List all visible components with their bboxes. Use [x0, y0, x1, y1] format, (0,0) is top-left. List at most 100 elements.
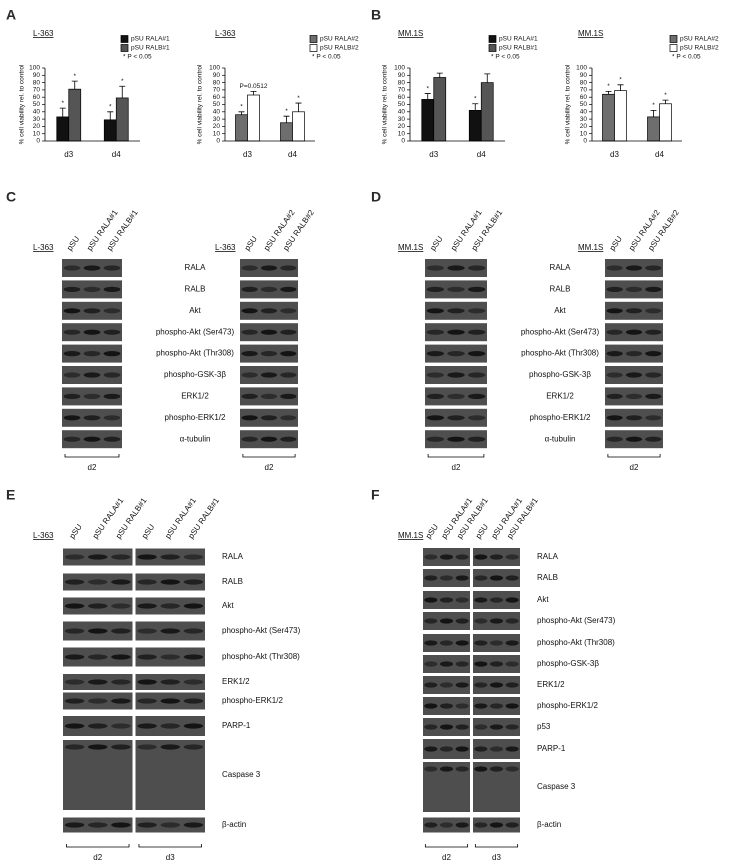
blot-band — [455, 575, 469, 581]
y-tick-label: 60 — [33, 94, 41, 101]
blot-band — [455, 822, 469, 828]
x-tick-label: d4 — [288, 150, 297, 159]
blot-band — [467, 372, 486, 378]
timepoint-label: d2 — [452, 463, 461, 472]
blot-strip — [63, 740, 133, 810]
blot-band — [137, 744, 157, 750]
blot-band — [505, 682, 519, 688]
y-tick-label: 10 — [213, 130, 221, 137]
blot-band — [439, 766, 454, 772]
blot-band — [83, 393, 101, 399]
blot-band — [103, 265, 121, 271]
blot-band — [447, 351, 465, 357]
bar — [247, 94, 260, 142]
blot-band — [137, 628, 157, 634]
blot-band — [241, 372, 258, 378]
blot-band — [426, 351, 445, 357]
y-tick-label: 90 — [398, 72, 406, 79]
blot-band — [424, 554, 438, 560]
bar — [647, 116, 660, 142]
blot-band — [111, 698, 131, 704]
blot-band — [455, 640, 469, 646]
legend-swatch — [488, 35, 497, 43]
blot-band — [455, 724, 469, 730]
blot-band — [505, 724, 519, 730]
y-tick-label: 50 — [398, 101, 406, 108]
blot-band — [88, 628, 108, 634]
blot-band — [63, 393, 81, 399]
blot-band — [137, 822, 157, 828]
blot-band — [160, 654, 180, 660]
blot-band — [260, 415, 278, 421]
blot-band — [505, 554, 519, 560]
blot-band — [474, 618, 488, 624]
protein-label: RALA — [550, 263, 572, 272]
protein-label: phospho-Akt (Thr308) — [156, 349, 234, 358]
blot-band — [439, 746, 454, 752]
blot-band — [260, 372, 278, 378]
error-bar — [662, 99, 669, 104]
y-tick-label: 20 — [580, 123, 588, 130]
blot-band — [625, 286, 643, 292]
blot-band — [183, 654, 204, 660]
y-tick-label: 40 — [33, 109, 41, 116]
protein-label: phospho-Akt (Ser473) — [156, 327, 235, 336]
blot-band — [455, 746, 469, 752]
legend-label: pSU RALB#2 — [680, 45, 719, 52]
blot-band — [439, 682, 454, 688]
error-bar — [424, 93, 431, 100]
blot-band — [606, 265, 623, 271]
blot-band — [64, 744, 85, 750]
blot-band — [111, 723, 131, 729]
legend-swatch — [309, 44, 318, 52]
protein-label: phospho-Akt (Thr308) — [222, 652, 300, 661]
blot-band — [83, 265, 101, 271]
blot-band — [88, 723, 108, 729]
protein-label: β-actin — [537, 820, 561, 829]
timepoint-bracket — [474, 844, 519, 848]
panel-letter: D — [371, 189, 381, 205]
blot-band — [88, 603, 108, 609]
legend-label: pSU RALB#1 — [131, 45, 170, 52]
blot-band — [625, 372, 643, 378]
blot-band — [606, 372, 623, 378]
y-tick-label: 10 — [580, 130, 588, 137]
x-tick-label: d3 — [429, 150, 438, 159]
protein-label: RALB — [550, 285, 571, 294]
blot-band — [489, 822, 504, 828]
blot-band — [64, 628, 85, 634]
significance-label: * — [121, 78, 124, 85]
y-tick-label: 20 — [213, 123, 221, 130]
blot-band — [625, 393, 643, 399]
blot-band — [424, 640, 438, 646]
protein-label: phospho-ERK1/2 — [537, 701, 598, 710]
blot-band — [426, 308, 445, 314]
y-tick-label: 50 — [580, 101, 588, 108]
cell-line-label: MM.1S — [398, 243, 423, 252]
protein-label: Caspase 3 — [222, 770, 261, 779]
y-tick-label: 80 — [213, 79, 221, 86]
significance-label: * — [61, 100, 64, 107]
blot-band — [183, 579, 204, 585]
blot-band — [505, 703, 519, 709]
blot-band — [447, 436, 465, 442]
x-tick-label: d3 — [64, 150, 73, 159]
blot-band — [645, 286, 662, 292]
blot-band — [467, 393, 486, 399]
blot-band — [64, 679, 85, 685]
protein-label: Akt — [554, 306, 566, 315]
y-tick-label: 100 — [209, 65, 220, 72]
error-bar — [295, 102, 302, 112]
blot-band — [606, 329, 623, 335]
protein-label: phospho-Akt (Thr308) — [537, 638, 615, 647]
blot-band — [447, 286, 465, 292]
blot-band — [625, 415, 643, 421]
bar — [235, 114, 248, 142]
y-tick-label: 50 — [33, 101, 41, 108]
bar — [468, 109, 482, 142]
legend-label: pSU RALA#2 — [320, 36, 359, 43]
blot-band — [103, 308, 121, 314]
significance-label: * — [297, 95, 300, 102]
y-tick-label: 50 — [213, 101, 221, 108]
